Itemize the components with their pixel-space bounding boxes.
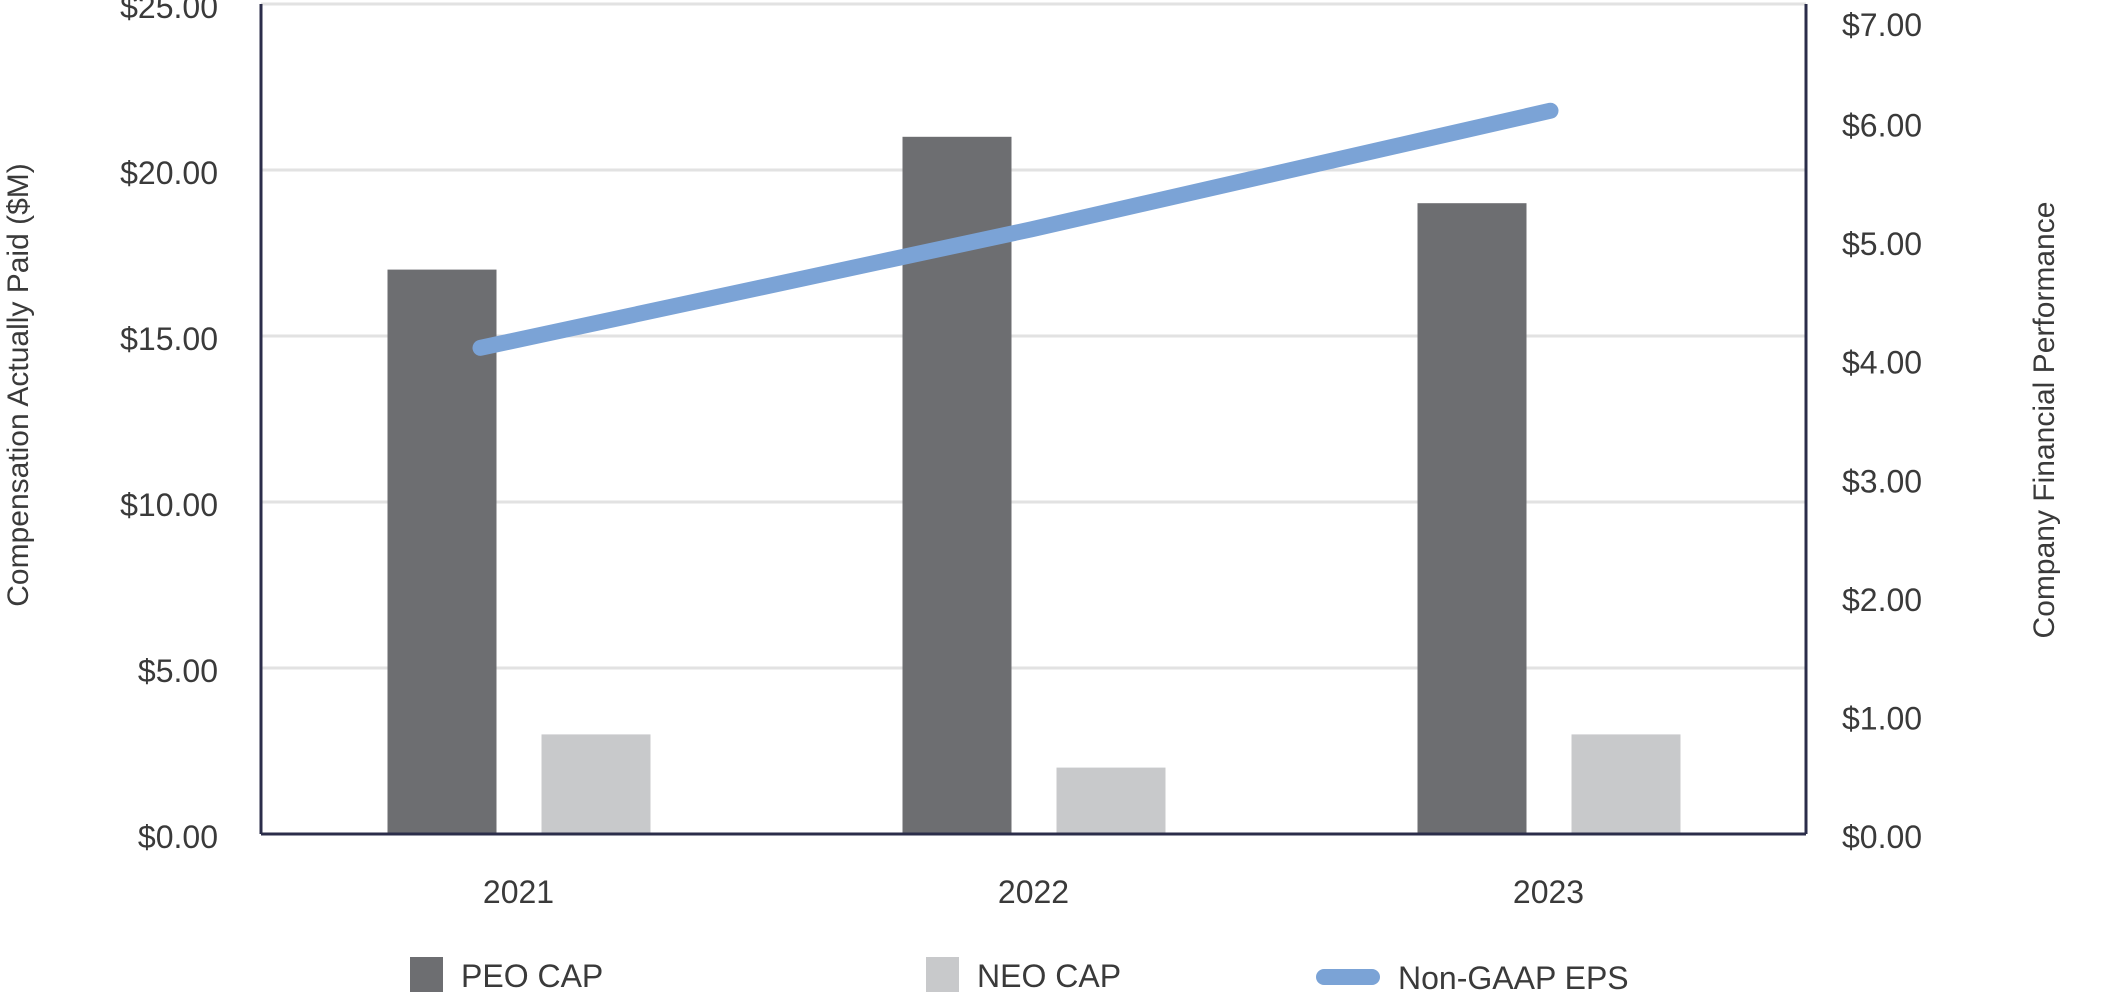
- legend-swatch-neo: [926, 957, 959, 992]
- legend: PEO CAP NEO CAP Non-GAAP EPS: [410, 957, 1629, 992]
- y2-axis-label: Company Financial Performance: [2028, 202, 2061, 639]
- y2-tick-label: $3.00: [1842, 463, 1922, 499]
- axes: [259, 4, 1808, 836]
- legend-label-peo: PEO CAP: [461, 958, 603, 992]
- neo-cap-bar: [541, 734, 651, 834]
- y-tick-label: $10.00: [120, 487, 218, 523]
- y-tick-label: $20.00: [120, 155, 218, 191]
- y-axis-label: Compensation Actually Paid ($M): [2, 163, 35, 607]
- neo-cap-bar: [1571, 734, 1681, 834]
- y2-tick-label: $5.00: [1842, 226, 1922, 262]
- neo-cap-bar: [1056, 767, 1166, 834]
- legend-label-eps: Non-GAAP EPS: [1398, 960, 1629, 992]
- y2-tick-label: $6.00: [1842, 108, 1922, 144]
- peo-cap-bar: [387, 269, 497, 835]
- x-tick-label: 2021: [483, 874, 554, 910]
- legend-label-neo: NEO CAP: [977, 958, 1121, 992]
- eps-line-path: [472, 102, 1559, 356]
- y2-tick-label: $0.00: [1842, 819, 1922, 855]
- x-tick-label: 2023: [1513, 874, 1584, 910]
- left-axis-ticks: $0.00 $5.00 $10.00 $15.00 $20.00 $25.00: [120, 0, 218, 855]
- x-tick-label: 2022: [998, 874, 1069, 910]
- legend-swatch-peo: [410, 957, 443, 992]
- x-axis-ticks: 2021 2022 2023: [483, 874, 1584, 910]
- y2-tick-label: $2.00: [1842, 582, 1922, 618]
- y-tick-label: $15.00: [120, 321, 218, 357]
- y-tick-label: $0.00: [138, 819, 218, 855]
- y2-tick-label: $4.00: [1842, 345, 1922, 381]
- y-tick-label: $25.00: [120, 0, 218, 25]
- y2-tick-label: $7.00: [1842, 7, 1922, 43]
- bars: [387, 136, 1681, 835]
- y2-tick-label: $1.00: [1842, 700, 1922, 736]
- peo-cap-bar: [1417, 203, 1527, 834]
- right-axis-ticks: $0.00 $1.00 $2.00 $3.00 $4.00 $5.00 $6.00 $7.00: [1842, 7, 1922, 855]
- y-tick-label: $5.00: [138, 653, 218, 689]
- eps-line: [472, 102, 1559, 356]
